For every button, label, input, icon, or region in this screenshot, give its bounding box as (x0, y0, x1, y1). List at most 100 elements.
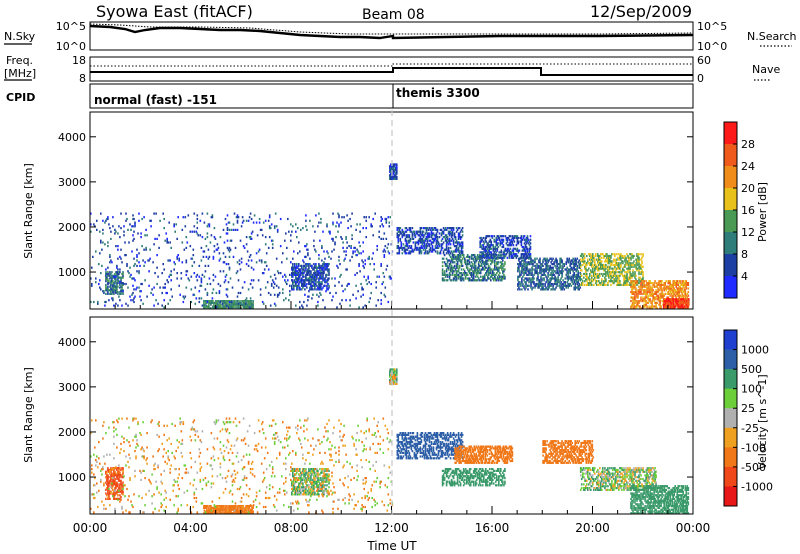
range-cell (232, 255, 235, 258)
range-cell (686, 282, 689, 285)
range-cell (107, 492, 109, 495)
range-cell (307, 252, 309, 255)
range-cell (632, 287, 634, 290)
range-cell (578, 275, 580, 278)
range-cell (269, 227, 272, 230)
range-cell (651, 282, 653, 285)
range-cell (483, 261, 485, 264)
range-cell (669, 307, 672, 310)
range-cell (665, 301, 668, 304)
range-cell (112, 481, 114, 484)
range-cell (634, 263, 636, 267)
range-cell (465, 255, 468, 258)
range-cell (106, 289, 108, 292)
range-cell (421, 232, 424, 235)
range-cell (645, 292, 647, 295)
range-cell (500, 235, 503, 238)
range-cell (425, 227, 428, 230)
range-cell (642, 253, 644, 256)
range-cell (306, 272, 308, 275)
range-cell (585, 274, 587, 277)
range-cell (110, 292, 112, 295)
range-cell (310, 286, 312, 289)
range-cell (517, 249, 520, 252)
range-cell (585, 263, 587, 267)
range-cell (287, 279, 289, 282)
range-cell (684, 289, 687, 292)
range-cell (632, 307, 634, 310)
range-cell (123, 282, 125, 286)
range-cell (269, 304, 272, 307)
range-cell (250, 300, 252, 303)
range-cell (632, 285, 634, 288)
range-cell (542, 259, 544, 262)
range-cell (635, 291, 637, 294)
range-cell (356, 248, 358, 251)
range-cell (248, 216, 251, 219)
range-cell (496, 263, 498, 266)
range-cell (200, 246, 203, 249)
range-cell (657, 282, 659, 285)
range-cell (247, 300, 249, 303)
range-cell (605, 280, 607, 283)
range-cell (484, 275, 486, 278)
range-cell (457, 248, 460, 251)
range-cell (114, 278, 116, 281)
range-cell (667, 280, 669, 283)
range-cell (453, 234, 456, 237)
range-cell (490, 242, 493, 245)
range-cell (522, 253, 525, 256)
range-cell (402, 234, 405, 237)
range-cell (548, 268, 550, 271)
range-cell (620, 258, 622, 261)
range-cell (113, 292, 115, 295)
range-cell (523, 263, 525, 266)
range-cell (307, 268, 309, 271)
range-cell (528, 251, 531, 254)
range-cell (619, 256, 621, 259)
range-cell (562, 282, 564, 286)
cpid-segment-1: normal (fast) -151 (94, 93, 217, 107)
range-cell (656, 291, 658, 294)
range-cell (441, 232, 444, 235)
range-cell (659, 283, 661, 286)
range-cell (315, 279, 317, 282)
range-cell (394, 168, 396, 171)
range-cell (322, 272, 324, 275)
range-cell (495, 244, 498, 247)
range-cell (497, 277, 499, 280)
range-cell (328, 255, 330, 258)
range-cell (426, 250, 429, 253)
range-cell (118, 271, 120, 274)
range-cell (671, 296, 673, 299)
range-cell (541, 273, 543, 276)
range-cell (442, 227, 445, 230)
range-cell (474, 266, 477, 269)
range-cell (299, 250, 301, 253)
range-cell (644, 292, 646, 295)
range-cell (596, 276, 598, 279)
range-cell (501, 235, 504, 238)
range-cell (99, 286, 101, 289)
range-cell (460, 259, 463, 262)
range-cell (552, 273, 554, 276)
range-cell (468, 261, 471, 264)
range-cell (586, 269, 588, 272)
range-cell (131, 225, 133, 228)
range-cell (518, 275, 520, 278)
range-cell (598, 267, 600, 270)
range-cell (625, 283, 627, 286)
range-cell (206, 236, 209, 239)
range-cell (611, 263, 613, 267)
range-cell (320, 277, 322, 280)
range-cell (216, 302, 219, 305)
range-cell (208, 277, 211, 280)
range-cell (502, 245, 505, 249)
range-cell (444, 228, 447, 231)
range-cell (113, 291, 115, 294)
range-cell (326, 268, 328, 271)
range-cell (572, 257, 574, 260)
range-cell (611, 276, 613, 279)
range-cell (295, 272, 297, 275)
range-cell (409, 227, 412, 230)
